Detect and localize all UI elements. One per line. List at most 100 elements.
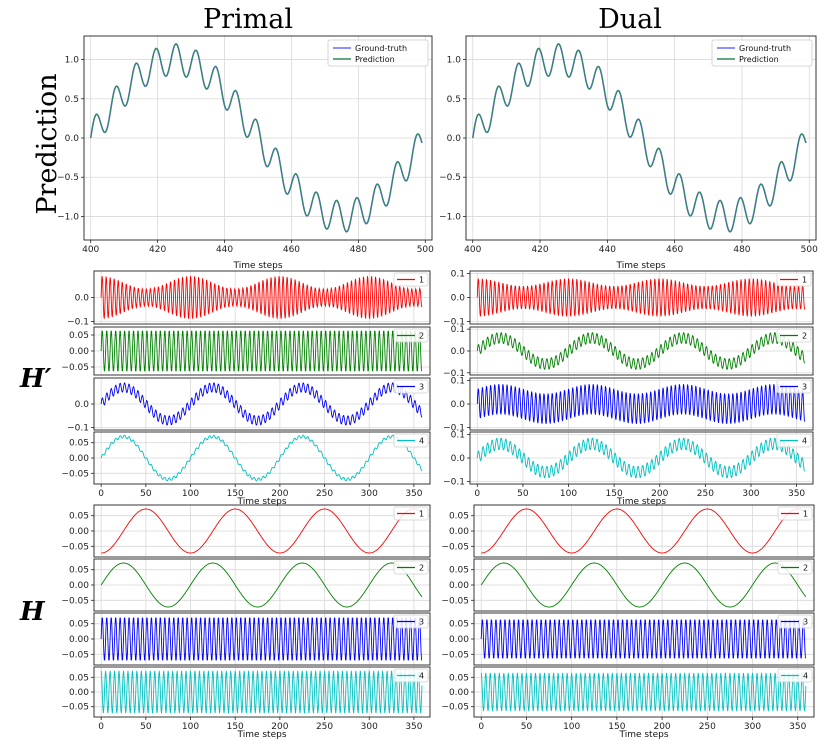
- y-tick-label: 0.00: [69, 347, 89, 357]
- panel-primal-Hp-1: −0.1 0.0 1: [67, 270, 431, 328]
- y-tick-label: 1.0: [447, 56, 462, 66]
- y-tick-label: 0.05: [449, 620, 469, 630]
- y-tick-label: −0.05: [61, 363, 89, 373]
- legend-label: 1: [803, 510, 808, 519]
- y-tick-label: 0.1: [451, 325, 465, 335]
- legend-label: 2: [802, 332, 807, 341]
- legend-label: 4: [803, 672, 808, 681]
- y-tick-label: 0.05: [449, 673, 469, 683]
- y-tick-label: 0.00: [69, 581, 89, 591]
- column-title-primal: Primal: [203, 4, 293, 35]
- row-label-h: H: [19, 597, 46, 627]
- legend-label: 3: [802, 383, 807, 392]
- series-line-1: [101, 508, 423, 554]
- prediction-ylabel: Prediction: [32, 73, 63, 214]
- y-tick-label: 0.0: [447, 134, 462, 144]
- panel-primal-H-4: −0.05 0.00 0.05 0 50 100 150 200 250 300 350 Time s…: [61, 666, 431, 740]
- series-line-4: [476, 437, 806, 479]
- x-tick-label: 50: [517, 489, 529, 499]
- y-tick-label: −0.05: [61, 542, 89, 552]
- x-tick-label: 500: [801, 245, 818, 255]
- y-tick-label: 0.0: [451, 294, 466, 304]
- panel-primal-Hp-2: −0.05 0.00 0.05 2: [61, 326, 431, 376]
- legend-label: 3: [419, 383, 424, 392]
- x-tick-label: 400: [464, 245, 481, 255]
- y-tick-label: −0.05: [441, 703, 469, 713]
- y-tick-label: −0.1: [443, 424, 465, 434]
- panel-dual-H-1: −0.05 0.00 0.05 1: [441, 504, 815, 558]
- legend-label: 1: [419, 276, 424, 285]
- y-tick-label: 0.0: [451, 454, 466, 464]
- x-tick-label: 420: [531, 245, 548, 255]
- y-tick-label: −1.0: [57, 212, 79, 222]
- y-tick-label: −0.5: [57, 173, 79, 183]
- x-tick-label: 480: [733, 245, 750, 255]
- panel-dual-H-2: −0.05 0.00 0.05 2: [441, 558, 815, 612]
- panel-dual-H-3: −0.05 0.00 0.05 3: [441, 612, 815, 666]
- y-tick-label: 0.5: [447, 95, 461, 105]
- y-tick-label: 0.05: [69, 620, 89, 630]
- x-tick-label: 100: [563, 722, 580, 732]
- series-line-2: [100, 330, 422, 372]
- y-tick-label: 0.0: [65, 134, 80, 144]
- x-tick-label: 440: [599, 245, 616, 255]
- panel-primal-H-1: −0.05 0.00 0.05 1: [61, 504, 431, 558]
- y-tick-label: 0.00: [449, 527, 469, 537]
- series-line-Prediction: [90, 43, 423, 233]
- x-tick-label: 150: [606, 489, 623, 499]
- legend-label: Ground-truth: [739, 44, 791, 53]
- series-line-2: [480, 562, 807, 608]
- x-axis-label: Time steps: [236, 497, 286, 507]
- x-tick-label: 200: [271, 722, 288, 732]
- row-label-h-prime: H′: [19, 364, 52, 394]
- x-axis-label: Time steps: [616, 497, 666, 507]
- panel-primal-H-2: −0.05 0.00 0.05 2: [61, 558, 431, 612]
- x-tick-label: 100: [560, 489, 577, 499]
- x-tick-label: 250: [699, 722, 716, 732]
- x-tick-label: 0: [474, 489, 480, 499]
- y-tick-label: −0.05: [61, 703, 89, 713]
- series-line-Prediction: [472, 43, 807, 233]
- series-line-2: [476, 332, 806, 370]
- x-tick-label: 50: [140, 722, 152, 732]
- y-tick-label: −0.1: [67, 424, 89, 434]
- x-axis-label: Time steps: [232, 261, 282, 271]
- y-tick-label: −0.05: [61, 596, 89, 606]
- y-tick-label: −0.05: [61, 650, 89, 660]
- x-tick-label: 420: [149, 245, 166, 255]
- x-tick-label: 100: [182, 722, 199, 732]
- legend-label: 4: [419, 437, 424, 446]
- y-tick-label: 0.00: [69, 527, 89, 537]
- y-tick-label: 0.00: [449, 635, 469, 645]
- x-tick-label: 300: [361, 489, 378, 499]
- y-tick-label: −0.1: [443, 369, 465, 379]
- series-line-1: [476, 278, 806, 317]
- x-tick-label: 300: [742, 489, 759, 499]
- legend-label: Ground-truth: [355, 44, 407, 53]
- legend-label: 3: [419, 618, 424, 627]
- x-axis-label: Time steps: [618, 730, 668, 740]
- x-tick-label: 0: [98, 489, 104, 499]
- y-tick-label: −0.05: [61, 469, 89, 479]
- x-tick-label: 250: [316, 489, 333, 499]
- x-tick-label: 200: [653, 722, 670, 732]
- legend-label: 2: [419, 332, 424, 341]
- x-tick-label: 350: [405, 489, 422, 499]
- series-line-4: [100, 670, 423, 714]
- panel-primal-Hp-4: −0.05 0.00 0.05 0 50 100 150 200 250 300 350 Time s…: [61, 431, 431, 507]
- x-tick-label: 50: [521, 722, 533, 732]
- x-tick-label: 0: [478, 722, 484, 732]
- y-tick-label: 0.5: [65, 95, 79, 105]
- y-tick-label: 0.00: [69, 688, 89, 698]
- y-tick-label: 0.00: [69, 635, 89, 645]
- x-tick-label: 350: [789, 722, 806, 732]
- x-tick-label: 400: [82, 245, 99, 255]
- y-tick-label: −0.5: [439, 173, 461, 183]
- x-tick-label: 300: [744, 722, 761, 732]
- y-tick-label: 0.1: [451, 269, 465, 279]
- x-tick-label: 300: [361, 722, 378, 732]
- legend-label: 2: [419, 564, 424, 573]
- x-tick-label: 480: [350, 245, 367, 255]
